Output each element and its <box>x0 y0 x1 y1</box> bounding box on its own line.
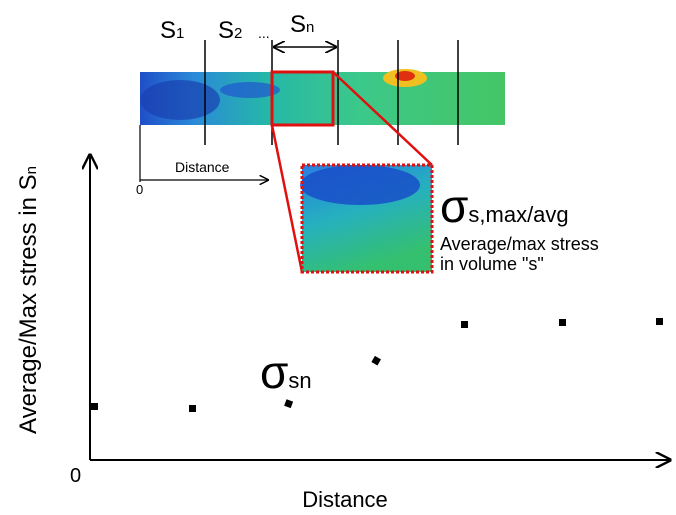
bar-model <box>140 69 505 125</box>
segment-label: Sn <box>290 11 314 38</box>
inset-distance: Distance <box>175 159 230 175</box>
y-axis-label: Average/Max stress in Sn <box>15 166 42 434</box>
zoom-lines <box>270 71 433 273</box>
zoom-caption: in volume "s" <box>440 254 544 274</box>
inset-axis <box>139 125 268 182</box>
point-symbol: σsn <box>260 346 312 398</box>
zoom-symbol: σs,max/avg <box>440 180 569 232</box>
inset-origin: 0 <box>136 182 143 197</box>
plot-axes <box>90 155 670 460</box>
selection-box <box>270 70 335 127</box>
segment-label: S2 <box>218 17 242 44</box>
ellipsis: ... <box>258 25 270 41</box>
plot-origin: 0 <box>70 465 81 487</box>
points <box>91 318 663 412</box>
x-axis-label: Distance <box>302 487 388 512</box>
zoom-frame <box>300 163 434 274</box>
segment-label: S1 <box>160 17 184 44</box>
zoom-caption: Average/max stress <box>440 234 599 254</box>
